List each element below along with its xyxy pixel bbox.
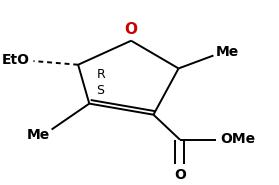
Text: O: O xyxy=(125,22,138,37)
Text: Me: Me xyxy=(27,128,50,142)
Text: OMe: OMe xyxy=(220,132,256,146)
Text: Me: Me xyxy=(216,45,239,59)
Text: R: R xyxy=(96,68,105,80)
Text: EtO: EtO xyxy=(1,53,29,67)
Text: O: O xyxy=(174,168,186,182)
Text: S: S xyxy=(96,84,104,97)
